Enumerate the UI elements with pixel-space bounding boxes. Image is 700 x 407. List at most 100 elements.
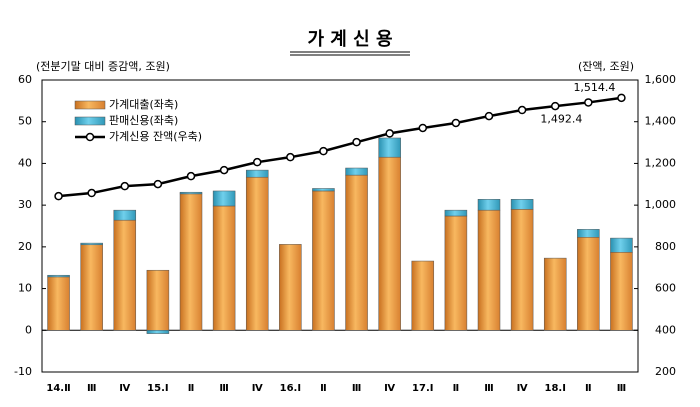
x-tick-label: Ⅱ (320, 383, 327, 394)
x-tick-label: Ⅲ (219, 383, 228, 394)
bar-segment (444, 209, 468, 217)
x-tick-label: Ⅱ (188, 383, 195, 394)
bar-segment (510, 199, 534, 210)
y-tick-label: 10 (18, 282, 32, 295)
x-tick-label: 18.Ⅰ (545, 383, 566, 394)
line-marker (54, 191, 63, 201)
bar-segment (510, 209, 534, 331)
bar-segment (577, 237, 600, 331)
legend-label: 가계신용 잔액(우축) (109, 130, 202, 143)
legend-swatch (74, 100, 106, 110)
legend-swatch (85, 132, 95, 142)
x-tick-label: Ⅲ (87, 383, 96, 394)
data-label: 1,514.4 (573, 81, 615, 94)
y2-tick-label: 800 (655, 240, 676, 253)
x-tick-label: Ⅱ (453, 383, 460, 394)
bar-segment (146, 269, 170, 331)
line-marker (87, 188, 96, 198)
x-tick-label: Ⅳ (119, 383, 130, 394)
bar-segment (543, 257, 567, 331)
chart-title: 가 계 신 용 (307, 29, 392, 50)
legend-label: 판매신용(좌축) (109, 114, 178, 127)
bar-segment (179, 193, 203, 331)
bar-segment (212, 205, 236, 331)
bar-segment (577, 229, 600, 238)
y-axis-label: (전분기말 대비 증감액, 조원) (36, 60, 170, 73)
y-tick-label: 30 (18, 198, 32, 211)
x-tick-label: 14.Ⅱ (46, 383, 70, 394)
y2-tick-label: 1,000 (645, 198, 677, 211)
y2-tick-label: 400 (655, 323, 676, 336)
line-marker (120, 181, 130, 191)
bar-segment (80, 244, 103, 331)
bar-segment (444, 215, 468, 331)
line-marker (617, 93, 626, 103)
bar-segment (345, 167, 368, 176)
bar-segment (477, 199, 501, 211)
x-tick-label: Ⅲ (352, 383, 361, 394)
bar-segment (146, 330, 170, 334)
line-marker (352, 137, 361, 147)
y-tick-label: 0 (25, 323, 32, 336)
line-marker (319, 146, 328, 156)
x-tick-label: Ⅲ (617, 383, 626, 394)
bar-segment (245, 176, 269, 331)
bar-segment (610, 237, 633, 253)
x-tick-label: Ⅲ (484, 383, 493, 394)
y-tick-label: 50 (18, 115, 32, 128)
y2-tick-label: 600 (655, 282, 676, 295)
line-marker (584, 98, 593, 107)
x-tick-label: Ⅱ (585, 383, 592, 394)
y2-tick-label: 1,600 (645, 73, 677, 86)
bar-segment (411, 260, 435, 331)
bar-segment (113, 209, 137, 221)
line-marker (418, 123, 428, 133)
y2-axis-label: (잔액, 조원) (578, 60, 634, 73)
data-label: 1,492.4 (540, 112, 582, 125)
legend-label: 가계대출(좌축) (109, 98, 178, 111)
bar-segment (179, 191, 203, 195)
line-marker (153, 179, 163, 189)
y-tick-label: 60 (18, 73, 32, 86)
bar-segment (279, 244, 302, 331)
bar-segment (378, 156, 401, 331)
y2-tick-label: 1,200 (645, 156, 677, 169)
y-tick-label: 20 (18, 240, 32, 253)
line-marker (550, 101, 560, 111)
line-marker (286, 152, 295, 162)
bar-segment (212, 190, 236, 207)
x-tick-label: Ⅳ (384, 383, 395, 394)
x-tick-label: 17.Ⅰ (412, 383, 433, 394)
bar-segment (345, 174, 368, 331)
line-marker (219, 165, 229, 175)
bar-segment (245, 169, 269, 178)
bar-segment (378, 137, 401, 158)
y2-tick-label: 200 (655, 365, 676, 378)
line-marker (385, 129, 394, 138)
x-tick-label: Ⅳ (517, 383, 528, 394)
bar-segment (610, 252, 633, 331)
y-tick-label: -10 (14, 365, 32, 378)
line-marker (252, 157, 262, 167)
x-tick-label: Ⅳ (252, 383, 263, 394)
y2-tick-label: 1,400 (645, 115, 677, 128)
plot-frame (41, 79, 639, 373)
bar-segment (477, 209, 501, 331)
line-marker (517, 105, 527, 115)
line (58, 96, 622, 198)
bar-segment (80, 242, 103, 246)
bar-segment (47, 274, 70, 278)
legend-swatch (74, 116, 106, 126)
line-marker (484, 111, 494, 121)
line-marker (186, 171, 196, 181)
y-tick-label: 40 (18, 156, 32, 169)
x-tick-label: 15.Ⅰ (147, 383, 168, 394)
bar-segment (312, 190, 335, 331)
x-tick-label: 16.Ⅰ (280, 383, 301, 394)
bar-segment (312, 188, 335, 192)
bar-segment (47, 276, 70, 331)
line-marker (451, 118, 461, 128)
bar-segment (113, 219, 137, 331)
